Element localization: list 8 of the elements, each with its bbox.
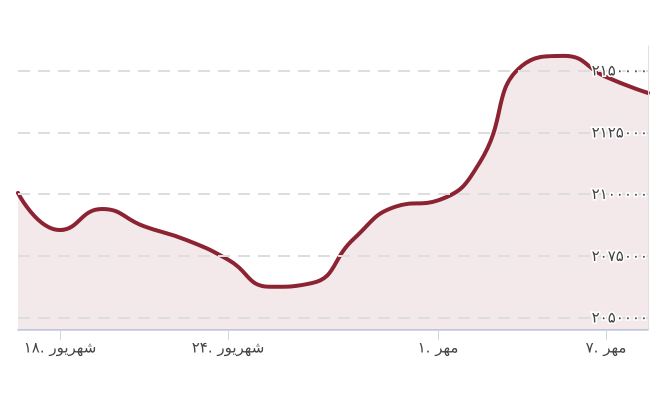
x-tick-label: مهر .۱ bbox=[418, 338, 458, 356]
y-tick-label: ۲۱۲۵۰۰۰ bbox=[592, 123, 648, 142]
y-tick-label: ۲۰۷۵۰۰۰ bbox=[592, 246, 648, 265]
x-tick-label: مهر .۷ bbox=[586, 338, 626, 356]
x-tick-label: شهریور .۲۴ bbox=[192, 338, 264, 356]
x-tick-label: شهریور .۱۸ bbox=[24, 338, 96, 356]
y-tick-label: ۲۱۰۰۰۰۰ bbox=[592, 185, 648, 204]
y-tick-label: ۲۰۵۰۰۰۰ bbox=[592, 308, 648, 327]
